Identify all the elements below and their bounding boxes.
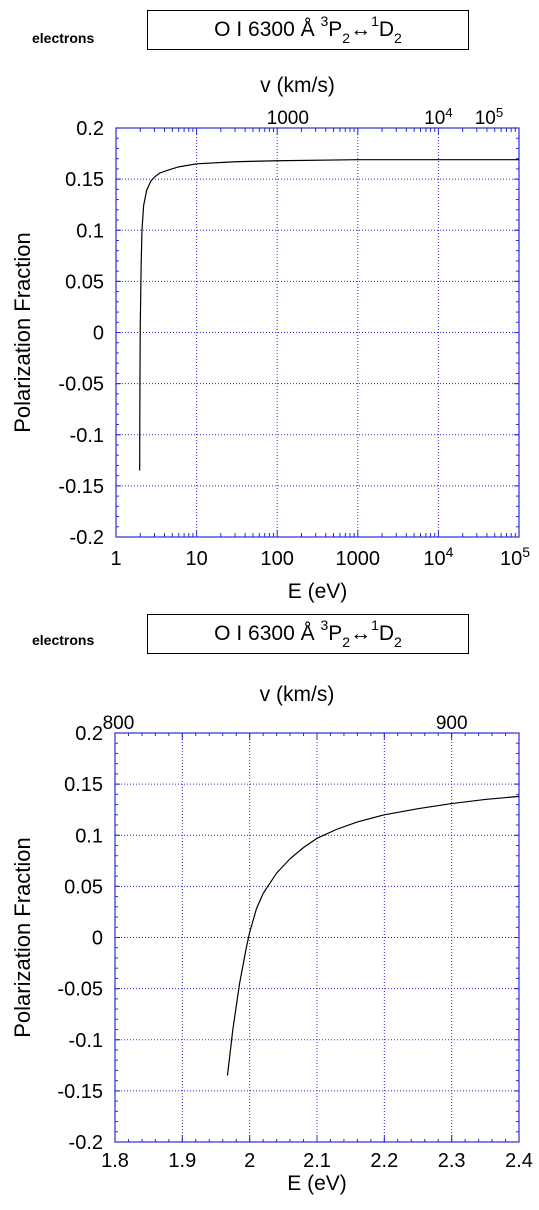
species-label: electrons <box>32 30 95 46</box>
top-tick-label: 104 <box>424 105 453 130</box>
chart-panel-2: electrons O I 6300 Å 3 P 2 ↔ 1 D 2 1.8 1.9 2 2.1 2… <box>0 605 539 1210</box>
title-ion: O I <box>214 18 243 41</box>
top-axis-label: v (km/s) <box>260 683 335 706</box>
y-tick-label: 0.1 <box>75 825 103 847</box>
top-tick-label: 900 <box>436 713 468 734</box>
title-ion: O I <box>214 622 243 645</box>
y-tick-label: 0.2 <box>75 723 103 745</box>
title-upper-mult: 3 <box>320 13 329 29</box>
chart-panel-1: electrons O I 6300 Å 3 P 2 ↔ 1 D 2 1 10 100 1000 1… <box>10 10 530 603</box>
title-upper-term: P <box>328 622 343 645</box>
title-lower-j: 2 <box>394 634 402 650</box>
y-tick-label: 0 <box>93 323 104 345</box>
top-tick-label: 1000 <box>267 108 309 129</box>
title-upper-j: 2 <box>342 30 351 46</box>
y-tick-label: 0.1 <box>76 220 104 242</box>
title-arrow: ↔ <box>350 18 372 41</box>
y-tick-label: -0.05 <box>58 374 104 396</box>
title-wavelength: 6300 <box>248 622 295 645</box>
x-axis-label: E (eV) <box>288 580 348 603</box>
title-wavelength: 6300 <box>248 18 295 41</box>
y-tick-label: 0.15 <box>64 774 103 796</box>
x-tick-label: 1.9 <box>168 1150 196 1172</box>
y-axis-label: Polarization Fraction <box>10 232 35 433</box>
y-tick-label: 0.15 <box>65 169 104 191</box>
species-label: electrons <box>32 632 95 648</box>
x-tick-label: 105 <box>500 544 530 570</box>
top-tick-label: 105 <box>475 105 504 130</box>
x-tick-label: 100 <box>261 548 294 570</box>
series-line <box>139 159 519 471</box>
chart-title: O I 6300 Å 3 P 2 ↔ 1 D 2 <box>147 614 469 654</box>
x-tick-label: 10 <box>185 548 207 570</box>
chart-title: O I 6300 Å 3 P 2 ↔ 1 D 2 <box>147 10 469 50</box>
y-tick-label: -0.2 <box>69 1132 103 1154</box>
title-arrow: ↔ <box>350 622 372 645</box>
y-tick-label: -0.05 <box>57 979 103 1001</box>
x-tick-label: 2.3 <box>438 1150 466 1172</box>
y-tick-label: -0.15 <box>58 476 104 498</box>
y-tick-label: 0.05 <box>65 271 104 293</box>
x-tick-label: 1.8 <box>101 1150 129 1172</box>
y-tick-label: 0.05 <box>64 876 103 898</box>
title-lower-j: 2 <box>394 30 402 46</box>
title-lower-mult: 1 <box>371 617 379 633</box>
x-tick-label: 2.2 <box>370 1150 398 1172</box>
title-upper-mult: 3 <box>320 617 329 633</box>
x-tick-label: 2 <box>244 1150 255 1172</box>
y-tick-label: 0.2 <box>76 118 104 140</box>
title-unit: Å <box>300 18 315 41</box>
x-tick-label: 1000 <box>336 548 381 570</box>
x-axis-label: E (eV) <box>287 1172 347 1195</box>
x-tick-label: 2.1 <box>303 1150 331 1172</box>
y-tick-label: -0.15 <box>57 1081 103 1103</box>
title-upper-term: P <box>328 18 343 41</box>
series-line <box>226 795 520 1076</box>
y-tick-label: 0 <box>92 928 103 950</box>
top-axis-label: v (km/s) <box>260 74 335 97</box>
title-lower-mult: 1 <box>371 13 379 29</box>
chart-plot-2: 1.8 1.9 2 2.1 2.2 2.3 2.4 800 900 0.2 0.15 0.1 0.05 0… <box>10 683 533 1195</box>
top-tick-label: 800 <box>103 713 135 734</box>
title-upper-j: 2 <box>342 634 351 650</box>
y-axis-label: Polarization Fraction <box>10 837 35 1038</box>
y-tick-label: -0.2 <box>70 527 104 549</box>
title-lower-term: D <box>378 622 395 645</box>
x-tick-label: 1 <box>110 548 121 570</box>
y-tick-label: -0.1 <box>69 1030 103 1052</box>
y-tick-label: -0.1 <box>70 425 104 447</box>
x-tick-label: 104 <box>423 544 453 570</box>
title-unit: Å <box>300 622 315 645</box>
title-lower-term: D <box>378 18 395 41</box>
chart-plot-1: 1 10 100 1000 104 105 1000 104 105 0.2 0.15 0.1 0.05… <box>10 74 530 603</box>
plot-frame <box>115 127 520 538</box>
x-tick-label: 2.4 <box>505 1150 533 1172</box>
